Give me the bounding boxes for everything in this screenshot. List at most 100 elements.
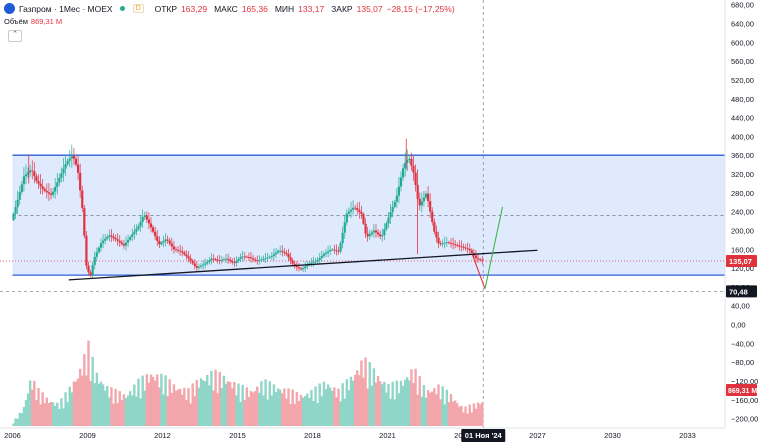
candle-body	[310, 262, 313, 264]
price-tick-label: 280,00	[731, 189, 754, 198]
volume-bar	[91, 356, 94, 426]
candle-body	[54, 186, 57, 192]
close-label: ЗАКР	[331, 3, 353, 14]
candle-body	[326, 251, 330, 253]
candle-body	[108, 235, 111, 237]
volume-bar	[181, 394, 184, 426]
candle-body	[137, 226, 140, 229]
candle-body	[289, 257, 292, 261]
candle-body	[29, 170, 32, 173]
candle-body	[143, 215, 146, 217]
candle-body	[97, 247, 101, 253]
candle-body	[14, 207, 17, 214]
candle-body	[197, 266, 201, 268]
volume-bar	[366, 388, 369, 426]
candle-body	[204, 263, 207, 265]
volume-bar	[385, 392, 388, 426]
volume-bar	[243, 400, 246, 426]
candle-body	[468, 248, 471, 251]
volume-bar	[189, 403, 192, 426]
candle-body	[64, 164, 67, 169]
time-tick-label: 2033	[679, 431, 696, 440]
projection-down-line	[471, 254, 486, 289]
volume-bar	[151, 376, 155, 426]
candle-body	[470, 250, 473, 253]
volume-bar	[53, 406, 57, 426]
candle-body	[343, 222, 346, 233]
price-tick-label: 440,00	[731, 114, 754, 123]
candle-body	[147, 219, 151, 224]
current-price-tag-bg	[726, 255, 757, 268]
candle-body	[129, 236, 132, 240]
volume-bar	[258, 392, 261, 426]
candle-body	[191, 260, 194, 264]
candle-body	[410, 158, 413, 166]
candle-body	[85, 235, 88, 266]
candle-body	[83, 208, 86, 236]
low-value: 133,17	[298, 3, 325, 14]
candle-body	[383, 229, 386, 236]
volume-bar	[410, 369, 413, 426]
candle-body	[226, 258, 230, 260]
volume-bar	[178, 388, 182, 426]
candle-body	[37, 181, 40, 184]
market-status-icon	[119, 6, 125, 11]
candle-body	[397, 186, 401, 196]
candle-body	[304, 266, 307, 269]
candle-body	[145, 215, 148, 220]
candle-body	[81, 190, 84, 209]
candle-body	[316, 259, 319, 262]
volume-bar	[408, 380, 411, 426]
volume-bar	[168, 379, 171, 426]
volume-bar	[318, 383, 321, 426]
candle-body	[241, 256, 244, 258]
candle-body	[458, 245, 461, 247]
candle-body	[418, 198, 421, 206]
candle-body	[368, 234, 371, 237]
volume-bar	[85, 375, 88, 426]
volume-bar	[474, 408, 478, 426]
price-tick-label: 0,00	[731, 321, 746, 330]
candle-body	[62, 168, 65, 174]
candle-body	[141, 216, 144, 222]
volume-bar	[439, 399, 442, 426]
volume-bar	[428, 392, 432, 426]
collapse-legend-button[interactable]: ⌃	[8, 30, 22, 42]
candle-body	[195, 265, 198, 268]
volume-bar	[241, 384, 244, 426]
volume-bar	[197, 387, 201, 426]
volume-bar	[120, 400, 124, 426]
candle-body	[329, 250, 332, 252]
volume-bar	[287, 388, 290, 426]
volume-bar	[283, 388, 286, 426]
time-tick-label: 2012	[154, 431, 171, 440]
candle-body	[176, 249, 180, 251]
price-tick-label: 600,00	[731, 38, 754, 47]
time-tick-label: 2027	[529, 431, 546, 440]
volume-bar	[28, 380, 32, 426]
volume-bar	[476, 402, 480, 426]
volume-bar	[262, 395, 265, 426]
candle-body	[362, 214, 365, 224]
candle-body	[249, 257, 253, 259]
volume-bar	[39, 404, 42, 426]
volume-bar	[303, 396, 307, 426]
candle-body	[120, 242, 123, 244]
price-tick-label: −160,00	[731, 396, 758, 405]
candle-body	[385, 223, 388, 230]
volume-bar	[435, 394, 438, 426]
volume-bar	[172, 384, 176, 426]
high-value: 165,36	[241, 3, 268, 14]
candle-body	[131, 234, 134, 237]
candle-body	[372, 230, 376, 233]
price-tick-label: −80,00	[731, 358, 754, 367]
candle-body	[58, 177, 61, 183]
volume-bar	[424, 397, 428, 426]
symbol-title[interactable]: Газпром · 1Мес · MOEX	[19, 3, 113, 14]
candle-body	[22, 176, 26, 185]
candle-body	[454, 244, 457, 246]
volume-bar	[418, 376, 421, 426]
volume-bar	[78, 368, 82, 426]
candle-body	[51, 191, 55, 195]
